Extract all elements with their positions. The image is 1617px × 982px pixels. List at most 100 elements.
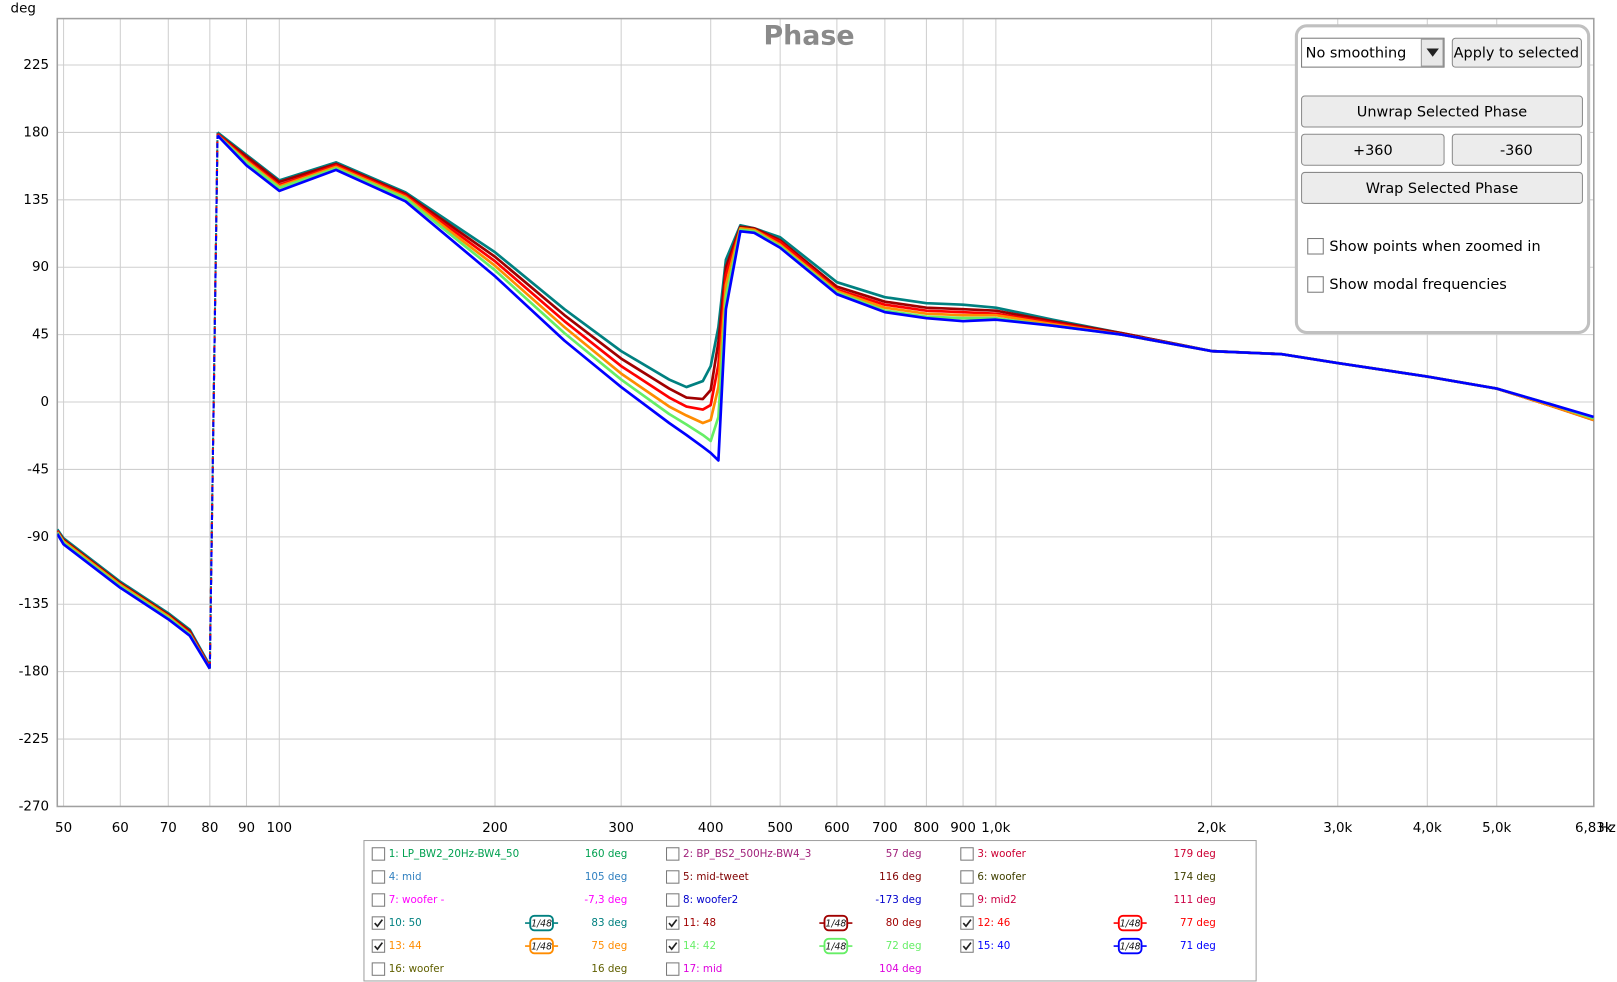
x-tick-label: 2,0k: [1197, 821, 1226, 836]
legend-label: 11: 48: [683, 917, 716, 929]
y-tick-label: 45: [32, 328, 49, 343]
y-tick-label: 135: [23, 193, 49, 208]
legend-label: 6: woofer: [977, 871, 1026, 883]
x-tick-label: 70: [160, 821, 177, 836]
legend-checkbox[interactable]: [960, 893, 974, 907]
unwrap-button[interactable]: [1301, 95, 1583, 128]
minus-360-text: -360: [1500, 143, 1533, 159]
x-tick-label: 80: [201, 821, 218, 836]
legend-label: 13: 44: [389, 940, 422, 952]
y-tick-label: -225: [19, 732, 49, 747]
plus-360-button[interactable]: [1301, 133, 1445, 166]
smoothing-icon-text: 1/48: [825, 942, 846, 953]
panel-checkbox-label: Show points when zoomed in: [1329, 239, 1540, 255]
y-tick-label: 225: [23, 58, 49, 73]
legend-checkbox[interactable]: [960, 939, 974, 953]
minus-360-button[interactable]: [1451, 133, 1582, 166]
legend-readout: 72 deg: [886, 940, 922, 952]
plus-360-text: +360: [1353, 143, 1393, 159]
legend-readout: 174 deg: [1173, 871, 1215, 883]
x-tick-label: 100: [266, 821, 292, 836]
y-tick-label: 0: [40, 395, 49, 410]
x-tick-label: 1,0k: [981, 821, 1010, 836]
smoothing-select[interactable]: [1301, 37, 1445, 68]
legend-checkbox-tick: [962, 919, 972, 928]
panel-checkbox[interactable]: [1307, 238, 1324, 255]
legend-checkbox[interactable]: [666, 962, 680, 976]
x-tick-label: 700: [872, 821, 898, 836]
wrap-button[interactable]: [1301, 171, 1583, 204]
legend-checkbox[interactable]: [666, 939, 680, 953]
panel-checkbox[interactable]: [1307, 276, 1324, 293]
legend-label: 9: mid2: [977, 894, 1016, 906]
legend-checkbox-tick: [668, 919, 678, 928]
legend-checkbox-tick: [962, 942, 972, 951]
legend-checkbox-tick: [374, 919, 384, 928]
legend-label: 2: BP_BS2_500Hz-BW4_3: [683, 848, 811, 860]
legend-readout: 57 deg: [886, 848, 922, 860]
y-tick-label: -270: [19, 799, 49, 814]
legend-checkbox[interactable]: [666, 870, 680, 884]
legend-readout: 116 deg: [879, 871, 921, 883]
legend-readout: 71 deg: [1180, 940, 1216, 952]
phase-line: [57, 134, 1594, 670]
y-tick-label: 90: [32, 260, 49, 275]
legend-readout: 75 deg: [591, 940, 627, 952]
select-arrow: [1426, 48, 1439, 57]
smoothing-icon[interactable]: [1117, 914, 1143, 932]
x-tick-label: 200: [482, 821, 508, 836]
y-axis-label: deg: [11, 1, 36, 16]
legend-readout: 105 deg: [585, 871, 627, 883]
smoothing-icon-text: 1/48: [825, 919, 846, 930]
x-tick-label: 300: [608, 821, 634, 836]
legend-checkbox[interactable]: [960, 870, 974, 884]
legend-checkbox[interactable]: [371, 870, 386, 884]
smoothing-icon[interactable]: [529, 937, 554, 955]
smoothing-select-text: No smoothing: [1306, 46, 1407, 62]
legend-checkbox[interactable]: [371, 962, 386, 976]
plot-frame: [56, 17, 1595, 808]
smoothing-icon[interactable]: [529, 914, 554, 932]
legend-label: 8: woofer2: [683, 894, 738, 906]
smoothing-icon-text: 1/48: [1120, 942, 1141, 953]
legend-label: 16: woofer: [389, 963, 445, 975]
legend-checkbox[interactable]: [666, 893, 680, 907]
legend-checkbox[interactable]: [960, 916, 974, 930]
legend-checkbox[interactable]: [371, 939, 386, 953]
legend-readout: 16 deg: [591, 963, 627, 975]
smoothing-icon-text: 1/48: [531, 942, 552, 953]
legend-readout: 179 deg: [1173, 848, 1215, 860]
smoothing-icon[interactable]: [823, 914, 849, 932]
legend-label: 17: mid: [683, 963, 722, 975]
legend-checkbox[interactable]: [666, 847, 680, 861]
x-tick-label: 4,0k: [1413, 821, 1442, 836]
x-tick-label: 500: [767, 821, 793, 836]
legend-checkbox[interactable]: [960, 847, 974, 861]
legend-readout: 160 deg: [585, 848, 627, 860]
smoothing-icon[interactable]: [1117, 937, 1143, 955]
smoothing-icon[interactable]: [823, 937, 849, 955]
legend-checkbox[interactable]: [371, 893, 386, 907]
smoothing-icon-text: 1/48: [1120, 919, 1141, 930]
legend-label: 7: woofer -: [389, 894, 445, 906]
legend: 1: LP_BW2_20Hz-BW4_50 160 deg 2: BP_BS2_50…: [371, 847, 1216, 976]
x-tick-label: 5,0k: [1482, 821, 1511, 836]
legend-checkbox[interactable]: [371, 916, 386, 930]
legend-checkbox[interactable]: [371, 847, 386, 861]
chart-title: Phase: [764, 21, 855, 52]
legend-readout: 83 deg: [591, 917, 627, 929]
legend-label: 10: 50: [389, 917, 422, 929]
legend-readout: 80 deg: [886, 917, 922, 929]
control-panel: No smoothing Apply to selected Unwrap Se…: [1294, 24, 1591, 335]
x-tick-label: 60: [112, 821, 129, 836]
legend-checkbox[interactable]: [666, 916, 680, 930]
legend-label: 3: woofer: [977, 848, 1026, 860]
wrap-button-text: Wrap Selected Phase: [1366, 181, 1519, 197]
smoothing-icon-text: 1/48: [531, 919, 552, 930]
x-tick-label: 400: [698, 821, 724, 836]
x-tick-label: 6,83k: [1575, 821, 1613, 836]
apply-button[interactable]: [1451, 37, 1582, 68]
x-tick-label: 50: [55, 821, 72, 836]
